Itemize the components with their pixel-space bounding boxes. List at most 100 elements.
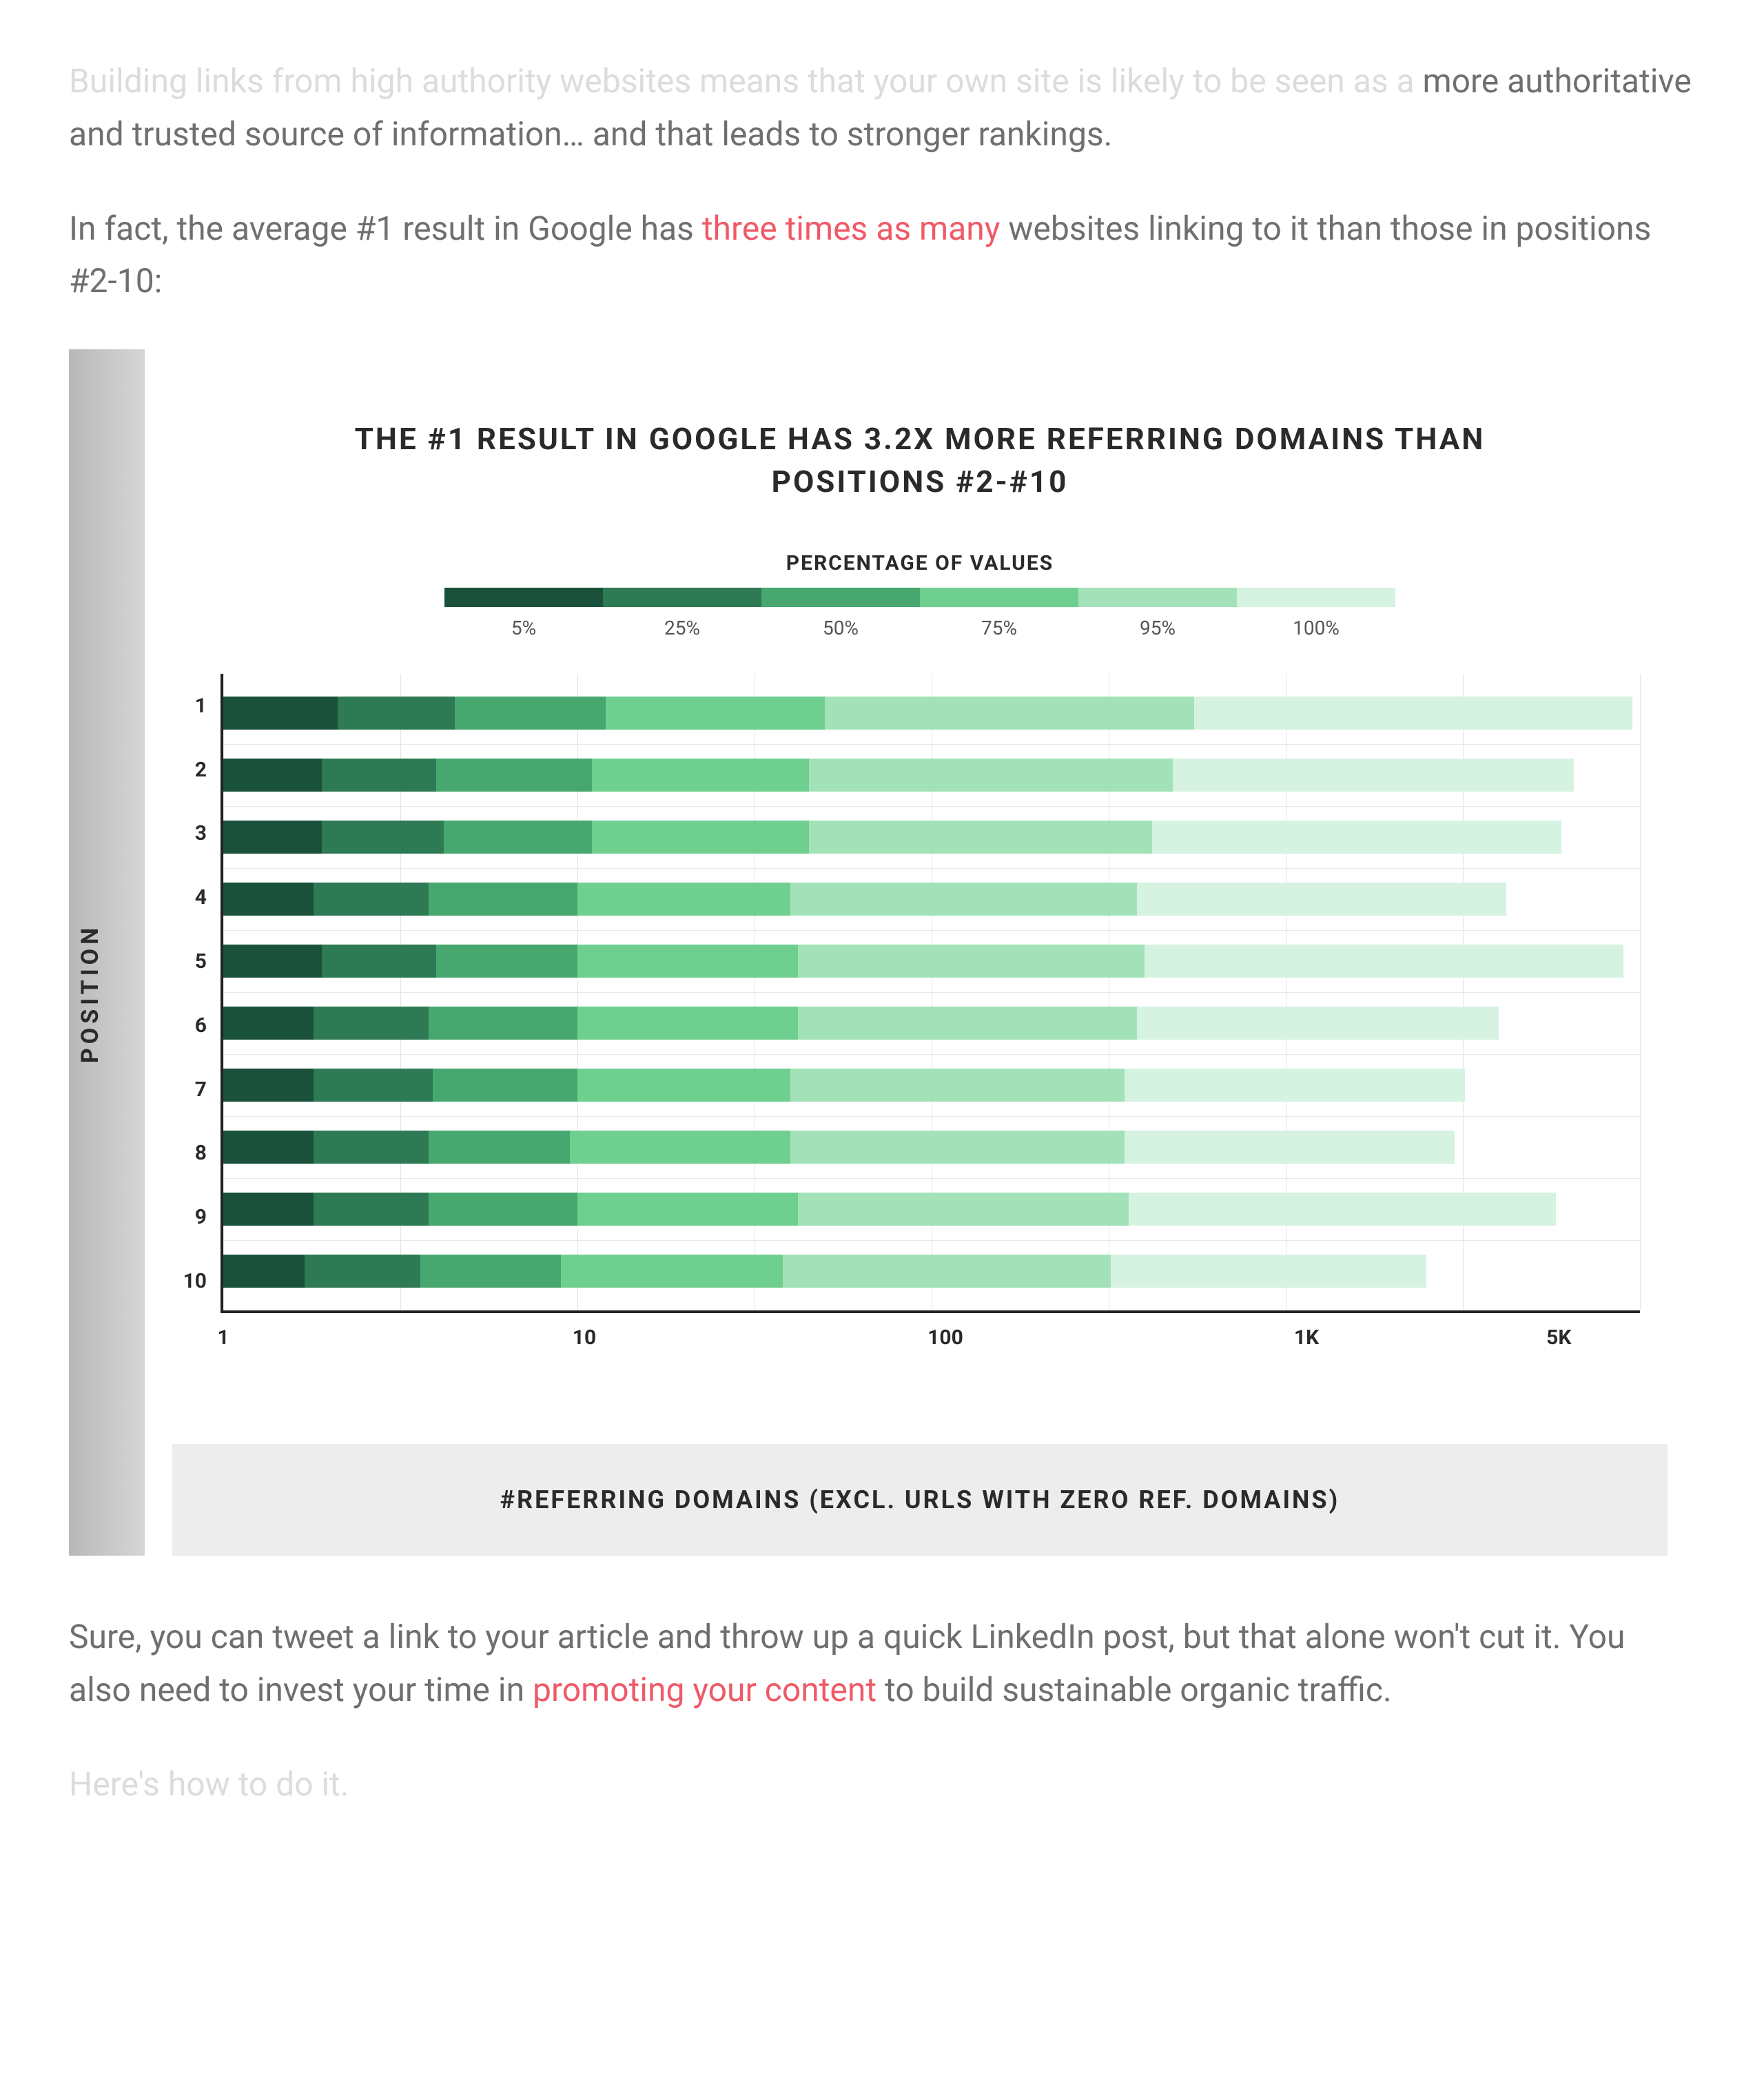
bar-segment [1125,1131,1455,1164]
bar-segment [1145,945,1623,978]
y-tick: 9 [172,1186,207,1248]
bar-segment [606,697,825,730]
paragraph-3: Sure, you can tweet a link to your artic… [69,1611,1695,1717]
legend-label: 5% [444,617,603,639]
y-ticks: 12345678910 [172,674,220,1313]
bar-segment [420,1255,562,1288]
bar-segment [577,1069,790,1102]
paragraph-1: Building links from high authority websi… [69,55,1695,161]
bar-segment [809,759,1173,792]
bar-segment [322,945,436,978]
bar-segment [790,883,1137,916]
bar [223,945,1640,978]
bar [223,821,1640,854]
chart-row [223,744,1640,806]
bar-segment [1125,1069,1465,1102]
bar-segment [433,1069,577,1102]
bar [223,759,1640,792]
chart-row [223,806,1640,868]
bar-segment [338,697,455,730]
legend-label: 75% [920,617,1078,639]
gridline [1640,674,1641,1310]
bar-segment [1111,1255,1427,1288]
legend-label: 95% [1078,617,1237,639]
chart-row [223,1116,1640,1178]
row-separator [223,1240,1640,1241]
bar-segment [577,1007,798,1040]
bar-segment [798,1007,1137,1040]
y-tick: 7 [172,1059,207,1121]
chart-card: THE #1 RESULT IN GOOGLE HAS 3.2X MORE RE… [145,349,1695,1556]
row-separator [223,1178,1640,1179]
x-tick: 1 [217,1326,229,1350]
bar-segment [798,945,1145,978]
bar-segment [223,1255,305,1288]
x-tick: 10 [573,1326,596,1350]
bar-segment [798,1193,1129,1226]
y-tick: 2 [172,739,207,801]
legend-title: PERCENTAGE OF VALUES [172,551,1668,575]
bar-segment [223,759,322,792]
y-tick: 8 [172,1122,207,1184]
bar-segment [592,759,808,792]
plot-area [220,674,1640,1313]
bar-segment [223,1131,314,1164]
link-three-times[interactable]: three times as many [702,209,1001,248]
bar-segment [790,1069,1124,1102]
row-separator [223,992,1640,993]
bar-segment [577,883,790,916]
chart-row [223,930,1640,992]
p1-faded-text: Building links from high authority websi… [69,61,1423,101]
legend-swatches [172,588,1668,607]
chart-title: THE #1 RESULT IN GOOGLE HAS 3.2X MORE RE… [300,418,1540,503]
bar-segment [1152,821,1561,854]
y-tick: 10 [172,1250,207,1312]
x-ticks: 1101001K5K [223,1313,1668,1361]
p2-pre-text: In fact, the average #1 result in Google… [69,209,702,248]
chart-row [223,1240,1640,1302]
p4-faded-text: Here's how to do it. [69,1764,349,1804]
bar-segment [305,1255,420,1288]
bar-segment [429,1131,570,1164]
bar-segment [1129,1193,1556,1226]
bar-segment [429,1007,577,1040]
bar-segment [322,821,444,854]
legend-swatch [920,588,1078,607]
y-axis-title: POSITION [76,924,104,1063]
x-tick: 100 [927,1326,963,1350]
legend-swatch [761,588,920,607]
bar-segment [223,1007,314,1040]
legend-label: 50% [761,617,920,639]
bar [223,1193,1640,1226]
legend-swatch [1237,588,1395,607]
bar-segment [223,1193,314,1226]
row-separator [223,1116,1640,1117]
bar-segment [1137,883,1506,916]
x-axis-title: #REFERRING DOMAINS (EXCL. URLS WITH ZERO… [172,1444,1668,1556]
x-tick: 5K [1546,1326,1571,1350]
bar-segment [223,697,338,730]
chart-figure: THE #1 RESULT IN GOOGLE HAS 3.2X MORE RE… [69,349,1695,1556]
bar-segment [592,821,808,854]
bar-segment [314,1193,429,1226]
chart-row [223,992,1640,1054]
y-tick: 6 [172,995,207,1057]
bar-segment [1173,759,1574,792]
bar-segment [570,1131,791,1164]
bar-segment [577,945,798,978]
paragraph-2: In fact, the average #1 result in Google… [69,203,1695,309]
bar-segment [455,697,606,730]
paragraph-4: Here's how to do it. [69,1758,1695,1811]
row-separator [223,868,1640,869]
chart-row [223,1054,1640,1116]
bar-segment [1194,697,1632,730]
row-separator [223,744,1640,745]
chart-body: POSITION 12345678910 [172,674,1668,1313]
y-tick: 1 [172,675,207,737]
bar [223,697,1640,730]
link-promoting-content[interactable]: promoting your content [533,1670,876,1709]
bar-segment [223,1069,314,1102]
chart-row [223,682,1640,744]
legend-swatch [1078,588,1237,607]
bar-segment [314,883,429,916]
